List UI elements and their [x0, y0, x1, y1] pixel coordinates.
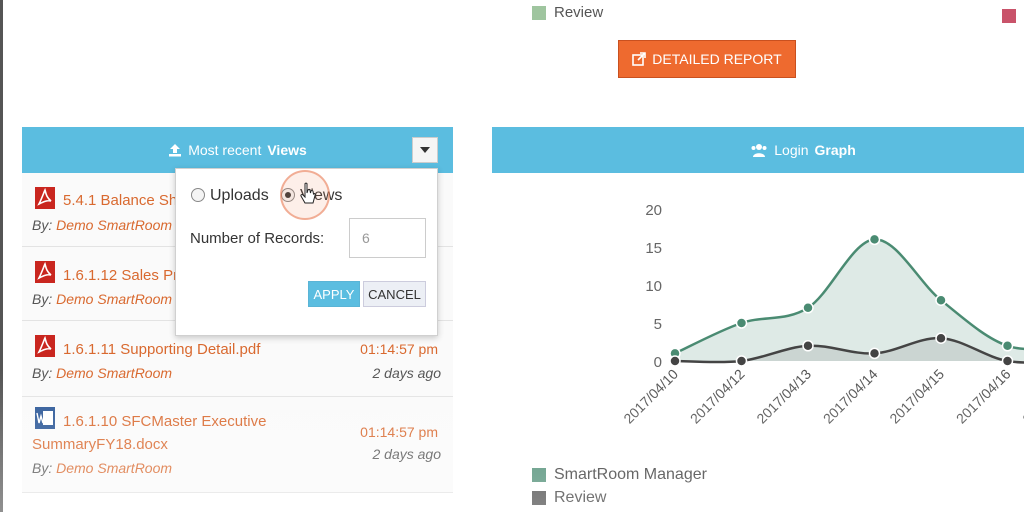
- uploads-radio[interactable]: [191, 188, 205, 202]
- series-area: [675, 338, 1024, 363]
- author-name: Demo SmartRoom: [56, 291, 173, 307]
- by-prefix: By:: [32, 365, 53, 381]
- pdf-icon: [35, 187, 55, 209]
- author-name: Demo SmartRoom: [56, 217, 173, 233]
- y-tick-label: 0: [654, 354, 662, 371]
- login-graph-header: Login Graph: [492, 127, 1024, 173]
- data-point: [802, 302, 814, 314]
- file-ago: 2 days ago: [372, 365, 442, 381]
- data-point: [1001, 340, 1014, 352]
- apply-button[interactable]: APPLY: [308, 281, 360, 307]
- file-author: By: Demo SmartRoom: [32, 217, 172, 233]
- word-icon: [35, 407, 55, 429]
- file-title[interactable]: 1.6.1.11 Supporting Detail.pdf: [63, 341, 261, 358]
- caret-down-icon: [420, 147, 430, 153]
- data-point: [868, 347, 881, 360]
- file-time: 01:14:57 pm: [360, 424, 438, 440]
- file-time: 01:14:57 pm: [360, 341, 438, 357]
- upload-icon: [169, 144, 182, 157]
- login-graph-title-prefix: Login: [774, 142, 809, 158]
- list-item[interactable]: 1.6.1.10 SFCMaster Executive SummaryFY18…: [22, 397, 453, 493]
- recent-views-header: Most recent Views: [22, 127, 453, 173]
- file-author: By: Demo SmartRoom: [32, 291, 172, 307]
- x-tick-label: 2017/04/10: [620, 366, 681, 427]
- file-title[interactable]: 5.4.1 Balance Sh: [63, 192, 178, 209]
- y-tick-label: 15: [645, 240, 662, 257]
- chart-legend-item: Review: [532, 489, 606, 507]
- legend-swatch-smartroom-manager: [532, 468, 546, 482]
- data-point: [802, 340, 814, 352]
- window-edge: [0, 0, 3, 512]
- y-tick-label: 20: [645, 202, 662, 219]
- top-legend-review: Review: [532, 4, 603, 21]
- detailed-report-label: DETAILED REPORT: [652, 51, 782, 67]
- by-prefix: By:: [32, 291, 53, 307]
- file-author: By: Demo SmartRoom: [32, 460, 172, 476]
- file-title[interactable]: 1.6.1.12 Sales Pr: [63, 267, 179, 284]
- series-area: [675, 239, 1024, 361]
- recent-views-title-prefix: Most recent: [188, 142, 262, 158]
- x-tick-label: 2017/04/14: [820, 366, 881, 427]
- author-name: Demo SmartRoom: [56, 365, 173, 381]
- y-tick-label: 5: [654, 316, 662, 333]
- pdf-icon: [35, 261, 55, 283]
- legend-swatch-review: [532, 5, 546, 20]
- users-icon: [751, 144, 767, 157]
- chart-legend-item: SmartRoom Manager: [532, 466, 707, 484]
- data-point: [735, 355, 748, 367]
- data-point: [735, 317, 748, 329]
- records-filter-popup: Uploads Views Number of Records: 6 APPLY…: [175, 168, 438, 336]
- data-point: [1001, 355, 1014, 367]
- file-author: By: Demo SmartRoom: [32, 365, 172, 381]
- legend-label: Review: [554, 489, 607, 506]
- data-point: [935, 332, 947, 344]
- records-input[interactable]: 6: [349, 218, 426, 258]
- x-tick-label: 2017/04/12: [687, 366, 748, 427]
- y-tick-label: 10: [645, 278, 662, 295]
- file-title[interactable]: 1.6.1.10 SFCMaster Executive SummaryFY18…: [32, 413, 267, 453]
- by-prefix: By:: [32, 460, 53, 476]
- pdf-icon: [35, 335, 55, 357]
- data-point: [669, 355, 681, 367]
- file-ago: 2 days ago: [372, 446, 442, 462]
- external-link-icon: [632, 52, 647, 66]
- x-tick-label: 2017/04/15: [886, 366, 947, 427]
- by-prefix: By:: [32, 217, 53, 233]
- data-point: [868, 233, 881, 246]
- recent-views-dropdown-button[interactable]: [412, 137, 438, 163]
- x-tick-label: 2017/04/16: [953, 366, 1014, 427]
- login-graph-title-bold: Graph: [814, 142, 856, 158]
- uploads-label[interactable]: Uploads: [210, 187, 269, 204]
- detailed-report-button[interactable]: DETAILED REPORT: [618, 40, 796, 78]
- records-label: Number of Records:: [190, 230, 325, 247]
- x-tick-label: 2017/04/13: [753, 366, 814, 427]
- recent-views-title-bold: Views: [267, 142, 307, 158]
- x-tick-label: 2017/04/17: [1019, 366, 1024, 427]
- legend-swatch-red: [1002, 9, 1016, 23]
- data-point: [935, 294, 947, 306]
- cancel-button[interactable]: CANCEL: [363, 281, 426, 307]
- legend-swatch-review: [532, 491, 546, 505]
- author-name: Demo SmartRoom: [56, 460, 173, 476]
- legend-label: SmartRoom Manager: [554, 466, 707, 483]
- legend-label-review: Review: [554, 4, 604, 21]
- hand-cursor-icon: [300, 182, 316, 204]
